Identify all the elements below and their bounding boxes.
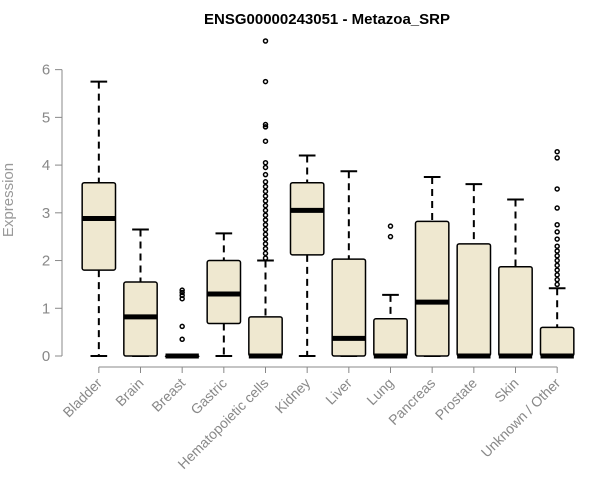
outlier-point	[554, 262, 560, 269]
outlier-point	[262, 164, 269, 171]
box-7	[331, 170, 367, 357]
box-iqr	[456, 243, 492, 357]
box-4	[206, 232, 242, 357]
outlier-point	[262, 138, 269, 144]
box-12	[539, 148, 575, 359]
outlier-point	[262, 198, 269, 204]
x-tick-label: Lung	[363, 375, 396, 408]
outlier-point	[179, 287, 185, 293]
box-2	[123, 228, 158, 357]
x-tick-label: Unknown / Other	[478, 375, 564, 461]
box-9	[414, 176, 450, 357]
boxes-group	[81, 38, 575, 359]
x-tick-label: Liver	[322, 375, 355, 408]
outlier-point	[387, 233, 394, 240]
box-5	[248, 38, 283, 359]
box-iqr	[539, 326, 575, 357]
y-tick-label: 2	[42, 253, 50, 270]
y-tick-label: 4	[42, 157, 50, 174]
outlier-point	[554, 272, 560, 278]
box-1	[81, 80, 117, 357]
y-tick-label: 0	[42, 348, 50, 365]
outlier-point	[262, 222, 269, 228]
outlier-point	[262, 241, 269, 247]
outlier-point	[262, 124, 269, 130]
outlier-point	[554, 222, 560, 228]
outlier-point	[554, 155, 560, 161]
outlier-point	[554, 229, 560, 235]
box-8	[373, 223, 408, 359]
outlier-point	[554, 148, 560, 155]
outlier-point	[262, 159, 269, 166]
box-iqr	[414, 220, 450, 357]
outlier-point	[179, 292, 185, 299]
box-11	[498, 198, 533, 359]
box-iqr	[373, 318, 408, 357]
outlier-point	[262, 121, 269, 128]
box-3	[164, 287, 200, 359]
outlier-point	[262, 207, 269, 214]
outlier-point	[262, 231, 269, 238]
outlier-point	[554, 243, 560, 249]
y-axis-label: Expression	[0, 163, 17, 237]
outlier-point	[262, 38, 269, 44]
outlier-point	[262, 217, 269, 223]
y-tick-label: 5	[42, 109, 50, 126]
box-iqr	[498, 266, 533, 357]
outlier-point	[554, 186, 560, 192]
outlier-point	[262, 255, 269, 261]
y-axis: 0 1 2 3 4 5 6	[42, 62, 63, 365]
box-iqr	[289, 182, 325, 256]
outlier-point	[554, 276, 560, 283]
outlier-point	[387, 223, 394, 229]
x-tick-label: Bladder	[60, 375, 106, 421]
outlier-point	[262, 212, 269, 218]
outlier-point	[554, 248, 560, 254]
outlier-point	[262, 202, 269, 209]
x-tick-label: Brain	[112, 375, 146, 409]
box-10	[456, 183, 492, 359]
y-tick-label: 6	[42, 62, 50, 79]
y-tick-label: 3	[42, 205, 50, 222]
x-tick-label: Kidney	[272, 375, 314, 417]
outlier-point	[262, 78, 269, 85]
outlier-point	[262, 179, 269, 185]
outlier-point	[262, 193, 269, 199]
x-tick-label: Skin	[491, 375, 522, 406]
outlier-point	[179, 289, 185, 296]
box-6	[289, 154, 325, 357]
outlier-point	[179, 336, 185, 343]
box-iqr	[331, 258, 367, 357]
outlier-point	[554, 257, 560, 264]
outlier-point	[554, 281, 560, 288]
y-tick-label: 1	[42, 300, 50, 317]
outlier-point	[179, 323, 185, 330]
outlier-point	[262, 250, 269, 257]
outlier-point	[262, 226, 269, 233]
outlier-point	[262, 171, 269, 178]
outlier-point	[554, 253, 560, 259]
outlier-point	[262, 245, 269, 252]
outlier-point	[262, 236, 269, 242]
chart-title: ENSG00000243051 - Metazoa_SRP	[204, 11, 450, 28]
outlier-point	[554, 236, 560, 242]
outlier-point	[262, 183, 269, 190]
box-iqr	[81, 182, 117, 271]
box-iqr	[248, 316, 283, 357]
x-tick-label: Prostate	[432, 375, 480, 423]
outlier-point	[554, 267, 560, 273]
x-tick-label: Breast	[148, 375, 188, 415]
outlier-point	[262, 188, 269, 195]
outlier-point	[554, 205, 560, 211]
